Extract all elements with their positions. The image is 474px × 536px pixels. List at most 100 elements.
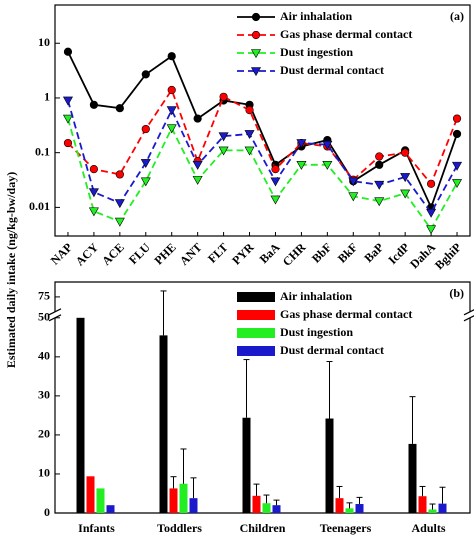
x-tick-label: BbF (309, 240, 334, 265)
marker (375, 160, 384, 169)
bar (345, 508, 354, 513)
bar (242, 417, 251, 513)
legend-marker (251, 30, 261, 40)
bar (96, 488, 105, 513)
legend-label: Dust dermal contact (280, 343, 384, 357)
marker (426, 225, 437, 235)
marker (192, 175, 203, 185)
marker (348, 177, 359, 187)
marker (141, 124, 150, 134)
marker (89, 100, 99, 109)
series-line (67, 51, 458, 210)
legend-label: Gas phase dermal contact (280, 27, 412, 41)
marker (322, 161, 333, 170)
x-tick-label: BkF (335, 240, 360, 265)
x-tick-label: PYR (229, 240, 257, 268)
marker (452, 114, 462, 123)
legend-swatch (237, 346, 275, 356)
y-tick-label: 10 (38, 35, 50, 49)
bar (418, 496, 427, 513)
marker (193, 114, 202, 123)
x-tick-label: BghiP (432, 240, 464, 272)
marker (167, 52, 176, 61)
bar (428, 509, 437, 513)
marker (452, 129, 462, 139)
marker (218, 146, 229, 156)
plot-frame (54, 4, 471, 237)
x-tick-label: Toddlers (157, 521, 202, 535)
bar (169, 488, 178, 513)
y-axis-label: Estimated daily intake (ng/kg-bw/day) (4, 172, 18, 368)
marker (400, 173, 411, 183)
marker (140, 177, 151, 187)
marker (244, 130, 255, 140)
legend-label: Air inhalation (280, 289, 352, 303)
marker (166, 106, 177, 116)
y-tick-label: 20 (38, 427, 50, 441)
marker (140, 159, 151, 169)
x-tick-label: ACY (73, 240, 102, 269)
marker (375, 152, 384, 161)
marker (426, 179, 436, 188)
marker (192, 161, 203, 170)
marker (322, 140, 333, 150)
marker (400, 189, 411, 199)
marker (88, 207, 99, 217)
marker (374, 197, 385, 207)
marker (166, 124, 177, 134)
x-tick-label: Children (240, 521, 286, 535)
marker (167, 85, 176, 95)
x-tick-label: NAP (48, 240, 75, 267)
legend-marker (250, 49, 262, 59)
legend-swatch (237, 310, 275, 320)
bar (408, 443, 417, 513)
bar (179, 483, 188, 513)
marker (426, 208, 437, 218)
y-tick-label: 0.01 (29, 199, 50, 213)
y-tick-label: 50 (38, 310, 50, 324)
x-tick-label: BaA (257, 240, 283, 266)
x-tick-label: CHR (280, 240, 309, 269)
legend-marker (251, 12, 261, 22)
marker (63, 138, 73, 148)
legend-label: Air inhalation (280, 9, 352, 23)
bar (325, 418, 334, 513)
y-tick-label: 30 (38, 388, 50, 402)
y-tick-label: 40 (38, 349, 50, 363)
x-tick-label: FLU (126, 240, 153, 267)
legend-label: Dust ingestion (280, 45, 353, 59)
marker (115, 104, 124, 113)
y-tick-label: 75 (38, 289, 50, 303)
marker (374, 180, 385, 190)
bar (159, 335, 168, 513)
bar (355, 504, 364, 513)
x-tick-label: BaP (361, 240, 386, 265)
x-tick-label: PHE (151, 240, 178, 267)
marker (245, 105, 254, 115)
marker (401, 148, 410, 157)
x-tick-label: Adults (411, 521, 445, 535)
bar (86, 476, 95, 513)
marker (114, 217, 125, 227)
bar (189, 498, 198, 513)
legend-label: Dust dermal contact (280, 63, 384, 77)
bar (272, 505, 281, 513)
bar (335, 498, 344, 513)
marker (63, 47, 73, 56)
marker (270, 177, 281, 187)
legend-marker (250, 67, 262, 77)
panel-label: (b) (449, 286, 464, 300)
bar (76, 317, 85, 513)
bar (252, 495, 261, 513)
legend-swatch (237, 292, 275, 302)
legend-label: Gas phase dermal contact (280, 307, 412, 321)
marker (114, 199, 125, 209)
marker (244, 146, 255, 156)
marker (271, 165, 280, 174)
y-tick-label: 0.1 (35, 144, 50, 158)
marker (219, 92, 228, 101)
marker (115, 170, 124, 179)
marker (270, 195, 281, 205)
marker (88, 188, 99, 198)
marker (62, 114, 73, 124)
